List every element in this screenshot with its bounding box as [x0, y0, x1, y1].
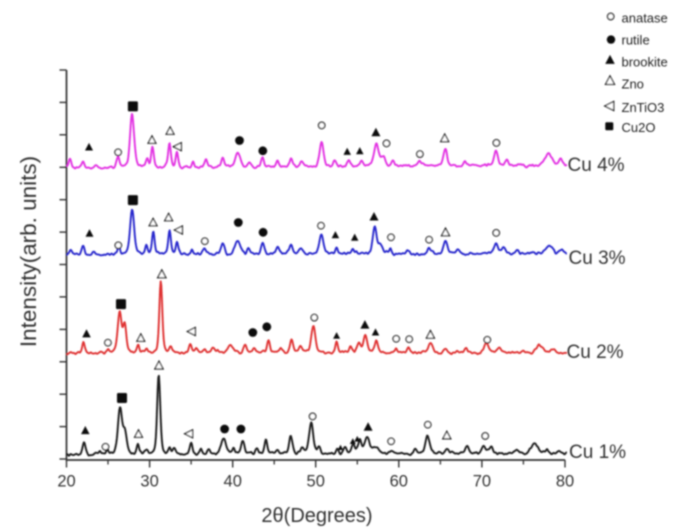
svg-text:20: 20: [57, 473, 75, 491]
svg-text:Cu 4%: Cu 4%: [568, 155, 625, 176]
svg-text:ZnTiO3: ZnTiO3: [622, 100, 665, 115]
svg-text:2θ(Degrees): 2θ(Degrees): [261, 505, 372, 527]
svg-text:brookite: brookite: [622, 55, 668, 70]
svg-text:80: 80: [556, 473, 574, 491]
svg-text:Intensity(arb. units): Intensity(arb. units): [16, 156, 41, 347]
svg-text:Cu2O: Cu2O: [622, 120, 656, 135]
svg-text:rutile: rutile: [622, 33, 650, 48]
svg-text:60: 60: [390, 473, 408, 491]
svg-text:Cu 1%: Cu 1%: [569, 442, 626, 463]
svg-text:anatase: anatase: [622, 10, 668, 25]
svg-text:40: 40: [224, 473, 242, 491]
svg-text:Zno: Zno: [622, 77, 644, 92]
svg-text:Cu 3%: Cu 3%: [569, 248, 626, 269]
svg-text:70: 70: [473, 473, 491, 491]
svg-text:30: 30: [140, 473, 158, 491]
svg-text:50: 50: [307, 473, 325, 491]
svg-text:Cu 2%: Cu 2%: [567, 342, 624, 363]
